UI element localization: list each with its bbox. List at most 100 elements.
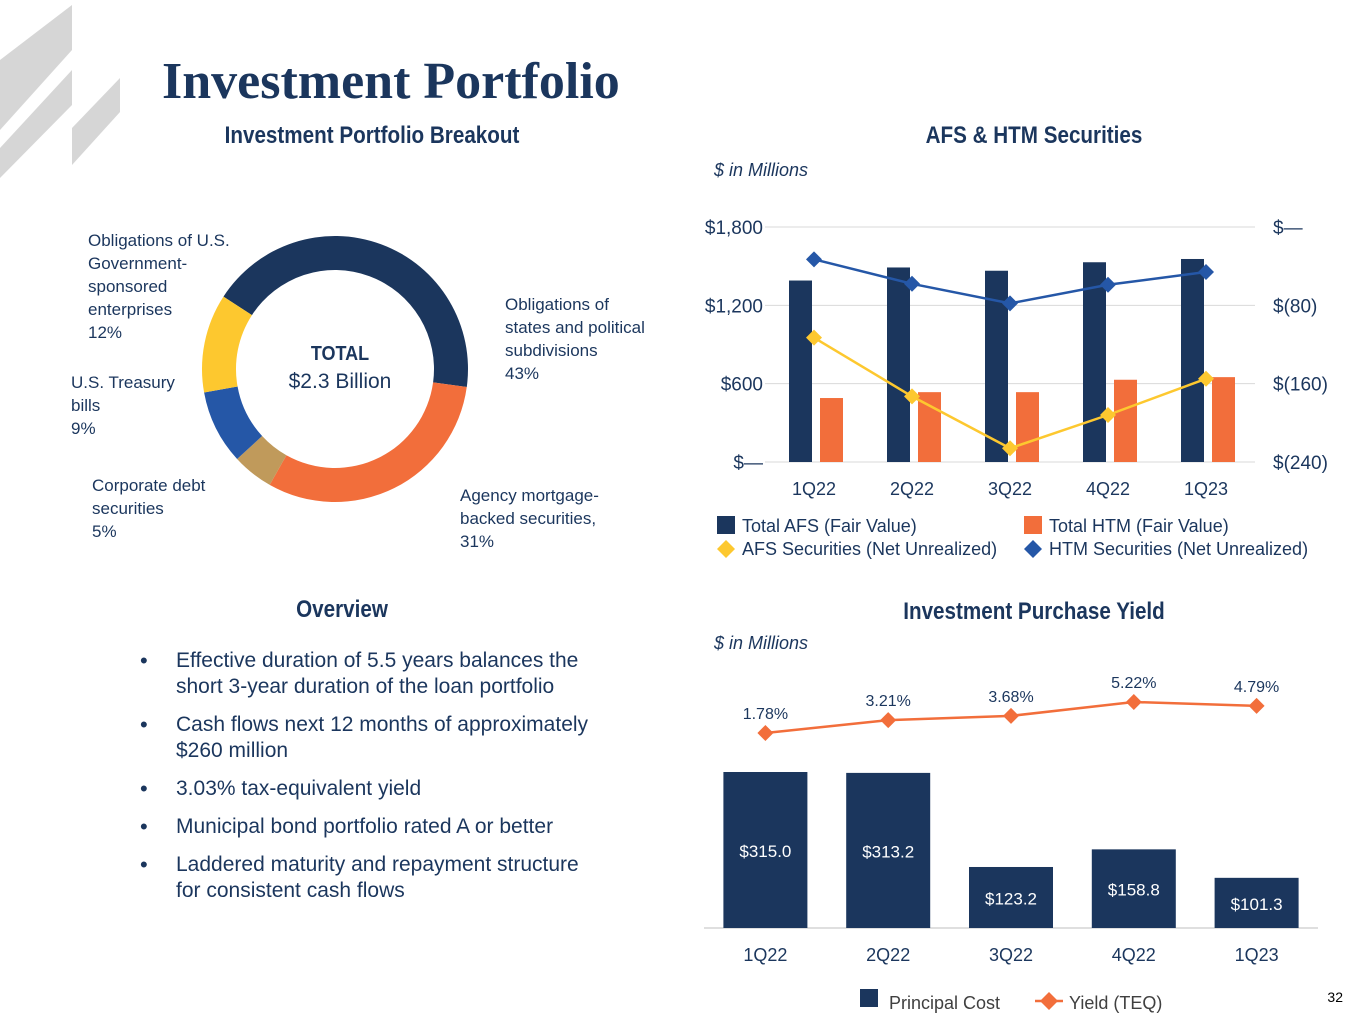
breakout-title: Investment Portfolio Breakout [224,122,520,149]
afs-fair-value-bar [1083,262,1106,462]
yield-marker [1003,707,1019,724]
afs-htm-units-label: $ in Millions [714,160,809,180]
afs-htm-chart: $— $600 $1,200 $1,800 $(240) $(160) $(80) $— 1Q2… [705,218,1328,559]
afs-fair-value-bar [985,270,1008,462]
x-tick-label: 3Q22 [989,945,1033,965]
afs-unrealized-line [813,336,1207,450]
overview-bullet: Effective duration of 5.5 years balances… [140,648,600,700]
slice-label-treasury-bills: U.S. Treasury bills 9% [71,373,175,438]
principal-cost-bar [723,772,808,928]
purchase-yield-chart: $315.0 1Q22 $313.2 2Q22 $123.2 3Q22 $158.8 4Q22… [704,675,1318,1013]
page-title: Investment Portfolio [162,53,620,110]
donut-slice-4 [202,296,252,393]
legend-label: AFS Securities (Net Unrealized) [742,539,997,559]
overview-bullet: Laddered maturity and repayment structur… [140,852,600,904]
decorative-stripes [0,5,120,178]
afs-unrealized-marker [904,388,920,405]
principal-cost-bar [846,772,931,928]
overview-bullet-list: Effective duration of 5.5 years balances… [140,648,600,916]
yield-data-label: 4.79% [1234,679,1279,696]
slice-label-agency-mbs: Agency mortgage- backed securities, 31% [460,486,599,551]
principal-cost-data-label: $101.3 [1231,895,1283,914]
x-tick-label: 3Q22 [988,479,1032,499]
slice-label-gse: Obligations of U.S. Government- sponsore… [88,231,230,342]
htm-unrealized-marker [1100,276,1116,293]
principal-cost-bar [1091,849,1176,928]
donut-center-label: TOTAL [310,343,370,365]
yield-data-label: 5.22% [1111,675,1156,692]
legend-label: HTM Securities (Net Unrealized) [1049,539,1308,559]
yield-data-label: 3.21% [866,693,911,710]
legend-swatch [717,516,735,534]
legend-swatch [860,989,878,1007]
afs-htm-title: AFS & HTM Securities [925,122,1143,149]
y-tick-label: $1,200 [705,296,763,317]
yield-marker [1125,694,1142,710]
principal-cost-bar [1214,877,1299,928]
principal-cost-data-label: $315.0 [739,842,791,861]
afs-unrealized-marker [806,329,822,346]
donut-slice-2 [237,436,287,485]
overview-bullet: 3.03% tax-equivalent yield [140,776,600,802]
yield-marker [1248,697,1265,714]
htm-fair-value-bar [1114,379,1137,462]
donut-slice-3 [204,386,263,460]
htm-fair-value-bar [1212,377,1235,462]
stripe-3 [72,78,120,165]
stripe-2 [0,70,72,178]
x-tick-label: 1Q23 [1184,479,1228,499]
yield-data-label: 1.78% [743,706,788,723]
slice-label-corporate-debt: Corporate debt securities 5% [92,476,206,541]
legend-swatch-icon [1040,992,1058,1010]
portfolio-donut-chart [202,235,468,502]
legend-label: Total AFS (Fair Value) [742,516,917,536]
x-tick-label: 2Q22 [890,479,934,499]
legend-label: Total HTM (Fair Value) [1049,516,1229,536]
afs-unrealized-marker [1002,440,1018,457]
y-tick-label: $— [733,453,763,474]
principal-cost-data-label: $123.2 [985,889,1037,908]
principal-cost-data-label: $158.8 [1108,881,1160,900]
overview-bullet: Cash flows next 12 months of approximate… [140,712,600,764]
donut-slice-1 [269,382,467,502]
yield-marker [757,725,774,741]
htm-unrealized-marker [1002,295,1018,312]
htm-unrealized-marker [1198,264,1214,281]
y2-tick-label: $(80) [1273,296,1317,317]
htm-fair-value-bar [820,398,843,462]
y-tick-label: $1,800 [705,218,763,239]
yield-title: Investment Purchase Yield [903,598,1165,625]
y2-tick-label: $(240) [1273,453,1328,474]
afs-unrealized-marker [1198,370,1214,387]
x-tick-label: 2Q22 [866,945,910,965]
x-tick-label: 1Q22 [792,479,836,499]
slice-label-states: Obligations of states and political subd… [505,295,645,383]
overview-title: Overview [296,596,388,623]
principal-cost-data-label: $313.2 [862,842,914,861]
htm-unrealized-marker [806,251,822,268]
x-tick-label: 1Q23 [1235,945,1279,965]
htm-unrealized-marker [904,275,920,292]
afs-fair-value-bar [789,280,812,462]
legend-swatch-icon [717,540,735,558]
afs-unrealized-marker [1100,407,1116,423]
htm-fair-value-bar [1016,392,1039,462]
legend-label: Principal Cost [889,993,1000,1013]
y2-tick-label: $— [1273,218,1303,239]
donut-center-value: $2.3 Billion [288,370,392,393]
x-tick-label: 4Q22 [1112,945,1156,965]
legend-swatch-icon [1024,540,1042,558]
principal-cost-bar [969,866,1053,928]
yield-data-label: 3.68% [988,689,1033,706]
stripe-1 [0,5,72,130]
yield-units-label: $ in Millions [714,633,809,653]
overview-bullet: Municipal bond portfolio rated A or bett… [140,814,600,840]
afs-fair-value-bar [1181,258,1204,462]
afs-fair-value-bar [887,267,910,462]
y2-tick-label: $(160) [1273,375,1328,396]
page-number: 32 [1327,989,1343,1005]
y-tick-label: $600 [721,375,763,396]
legend-label: Yield (TEQ) [1069,993,1162,1013]
legend-swatch [1024,516,1042,534]
donut-slice-0 [223,235,468,388]
